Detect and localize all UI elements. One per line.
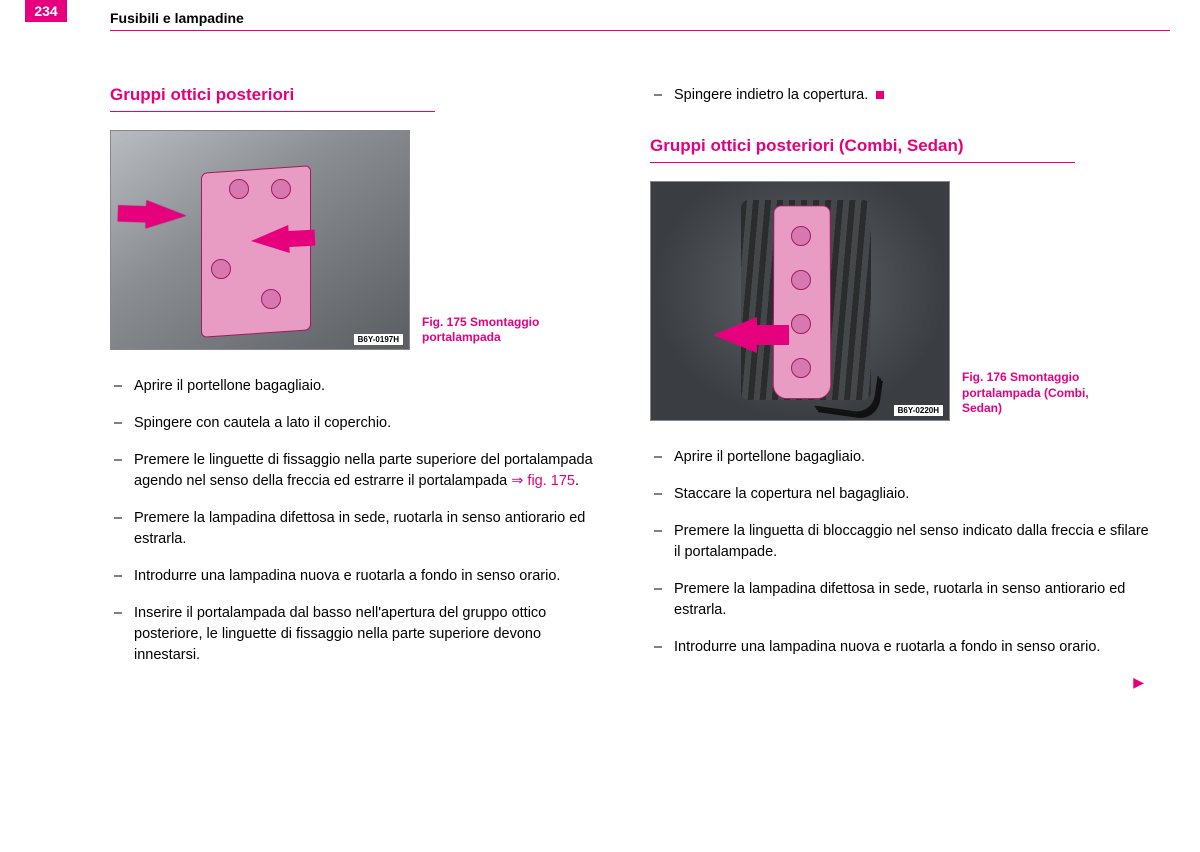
- right-top-list: Spingere indietro la copertura.: [650, 85, 1150, 106]
- item-text: Introdurre una lampadina nuova e ruotarl…: [134, 568, 560, 584]
- item-text-after: .: [575, 473, 579, 489]
- right-column: Spingere indietro la copertura. Gruppi o…: [650, 85, 1150, 691]
- list-item: Aprire il portellone bagagliaio.: [650, 447, 1150, 468]
- item-text: Staccare la copertura nel bagagliaio.: [674, 486, 909, 502]
- list-item: Spingere con cautela a lato il coperchio…: [110, 413, 610, 434]
- item-text: Spingere indietro la copertura.: [674, 87, 868, 103]
- bulb-socket-icon: [791, 314, 811, 334]
- item-text: Spingere con cautela a lato il coperchio…: [134, 415, 391, 431]
- image-id-label: B6Y-0220H: [894, 405, 943, 416]
- content-columns: Gruppi ottici posteriori B6Y-0197H Fig. …: [110, 85, 1150, 691]
- continue-arrow-icon: ▶: [650, 674, 1150, 691]
- list-item: Premere la lampadina difettosa in sede, …: [650, 579, 1150, 621]
- section-heading-right: Gruppi ottici posteriori (Combi, Sedan): [650, 136, 1075, 163]
- item-text: Aprire il portellone bagagliaio.: [674, 449, 865, 465]
- right-instruction-list: Aprire il portellone bagagliaio. Staccar…: [650, 447, 1150, 658]
- page-number: 234: [25, 0, 67, 22]
- item-text: Introdurre una lampadina nuova e ruotarl…: [674, 639, 1100, 655]
- section-heading-left: Gruppi ottici posteriori: [110, 85, 435, 112]
- list-item: Aprire il portellone bagagliaio.: [110, 376, 610, 397]
- list-item: Introdurre una lampadina nuova e ruotarl…: [110, 566, 610, 587]
- screw-icon: [229, 179, 249, 199]
- item-text: Inserire il portalampada dal basso nell'…: [134, 605, 546, 663]
- item-text: Premere la lampadina difettosa in sede, …: [674, 581, 1125, 618]
- direction-arrow-icon: [713, 317, 757, 353]
- list-item: Inserire il portalampada dal basso nell'…: [110, 603, 610, 666]
- list-item: Spingere indietro la copertura.: [650, 85, 1150, 106]
- bulb-socket-icon: [791, 358, 811, 378]
- bulb-socket-icon: [791, 226, 811, 246]
- wires-shape: [815, 368, 880, 416]
- list-item: Introdurre una lampadina nuova e ruotarl…: [650, 637, 1150, 658]
- ref-arrow-icon: ⇒: [511, 473, 523, 489]
- figure-175-row: B6Y-0197H Fig. 175 Smontaggio portalampa…: [110, 130, 610, 350]
- list-item: Staccare la copertura nel bagagliaio.: [650, 484, 1150, 505]
- figure-175-image: B6Y-0197H: [110, 130, 410, 350]
- left-column: Gruppi ottici posteriori B6Y-0197H Fig. …: [110, 85, 610, 691]
- bulb-socket-icon: [261, 289, 281, 309]
- direction-arrow-icon: [146, 200, 187, 229]
- image-id-label: B6Y-0197H: [354, 334, 403, 345]
- screw-icon: [271, 179, 291, 199]
- list-item: Premere la linguetta di bloccaggio nel s…: [650, 521, 1150, 563]
- figure-176-row: B6Y-0220H Fig. 176 Smontaggio portalampa…: [650, 181, 1150, 421]
- figure-reference-link[interactable]: ⇒ fig. 175: [511, 473, 575, 489]
- ref-text: fig. 175: [523, 473, 575, 489]
- item-text: Aprire il portellone bagagliaio.: [134, 378, 325, 394]
- figure-176-caption: Fig. 176 Smontaggio portalampada (Combi,…: [962, 370, 1112, 421]
- header-title: Fusibili e lampadine: [110, 10, 244, 26]
- bulb-socket-icon: [791, 270, 811, 290]
- end-of-section-icon: [876, 91, 884, 99]
- item-text: Premere la lampadina difettosa in sede, …: [134, 510, 585, 547]
- direction-arrow-icon: [250, 225, 289, 255]
- item-text: Premere la linguetta di bloccaggio nel s…: [674, 523, 1149, 560]
- figure-176-image: B6Y-0220H: [650, 181, 950, 421]
- header-rule: [110, 30, 1170, 31]
- list-item: Premere le linguette di fissaggio nella …: [110, 450, 610, 492]
- figure-175-caption: Fig. 175 Smontaggio portalampada: [422, 315, 572, 350]
- left-instruction-list: Aprire il portellone bagagliaio. Spinger…: [110, 376, 610, 666]
- bulb-socket-icon: [211, 259, 231, 279]
- list-item: Premere la lampadina difettosa in sede, …: [110, 508, 610, 550]
